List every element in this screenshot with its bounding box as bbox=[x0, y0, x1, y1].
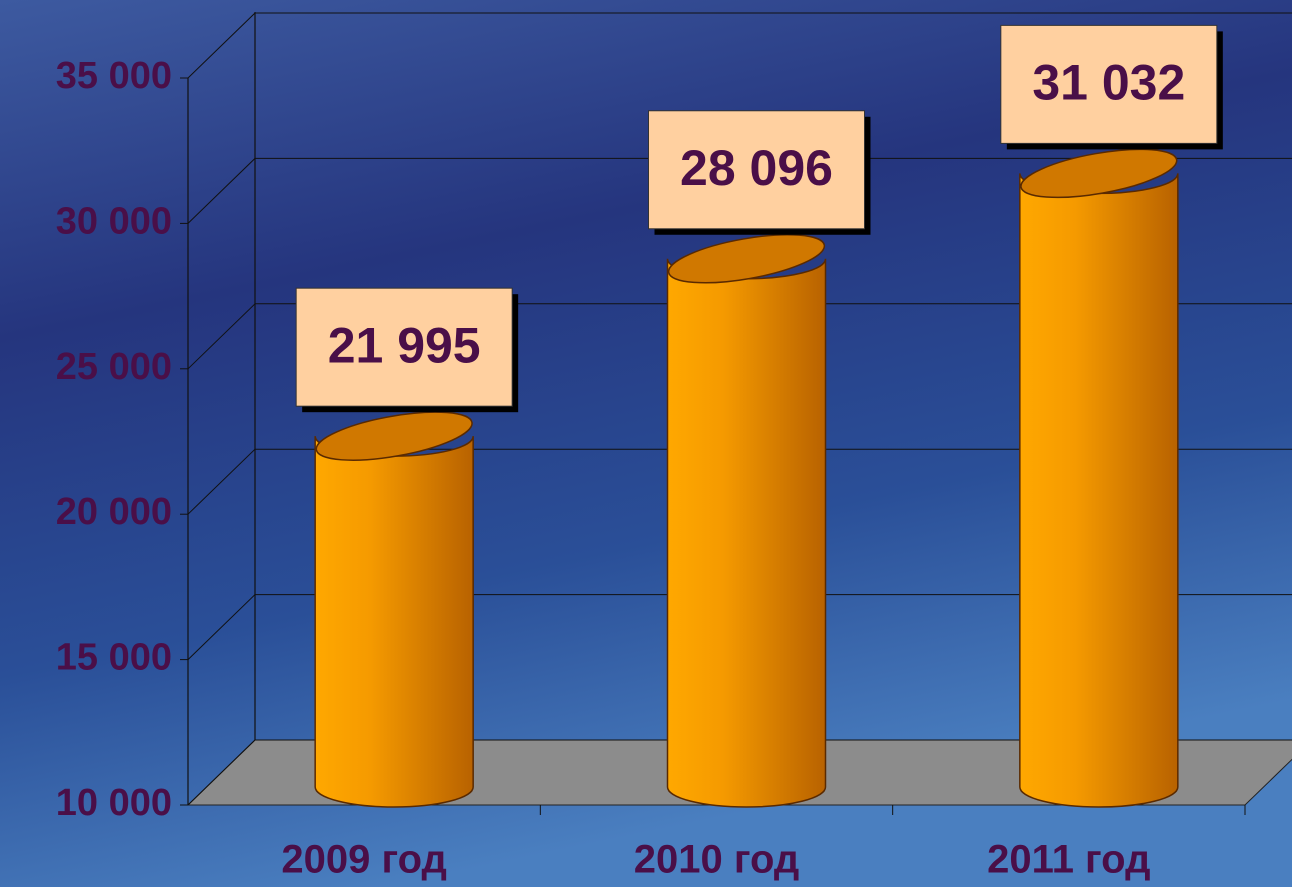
data-label: 21 995 bbox=[328, 317, 481, 373]
x-tick-label: 2011 год bbox=[987, 838, 1150, 882]
bar-top bbox=[1020, 148, 1178, 199]
grid-line bbox=[187, 158, 256, 224]
y-tick-label: 15 000 bbox=[56, 637, 172, 679]
data-label: 28 096 bbox=[680, 140, 833, 196]
bar bbox=[1019, 173, 1179, 808]
x-tick-label: 2010 год bbox=[634, 838, 800, 882]
x-tick-label: 2009 год bbox=[281, 838, 447, 882]
bar bbox=[666, 258, 827, 808]
y-tick-label: 25 000 bbox=[56, 346, 172, 388]
y-tick-label: 35 000 bbox=[56, 55, 172, 97]
y-tick-label: 30 000 bbox=[56, 200, 172, 242]
grid-line bbox=[187, 739, 256, 806]
grid-line bbox=[187, 594, 256, 660]
label-box bbox=[295, 287, 513, 407]
bar bbox=[314, 436, 474, 808]
grid-line bbox=[187, 448, 256, 515]
label-box bbox=[648, 110, 865, 230]
data-label: 31 032 bbox=[1032, 55, 1185, 111]
y-tick-label: 20 000 bbox=[56, 491, 172, 533]
bar-top bbox=[667, 234, 826, 284]
bar-top bbox=[315, 411, 473, 461]
grid-line bbox=[187, 303, 256, 370]
plot: 10 000 15 000 20 000 25 000 30 000 35 000 2009… bbox=[56, 12, 1292, 882]
y-tick-label: 10 000 bbox=[56, 782, 172, 824]
label-box bbox=[1000, 24, 1218, 144]
grid-line bbox=[187, 12, 256, 79]
